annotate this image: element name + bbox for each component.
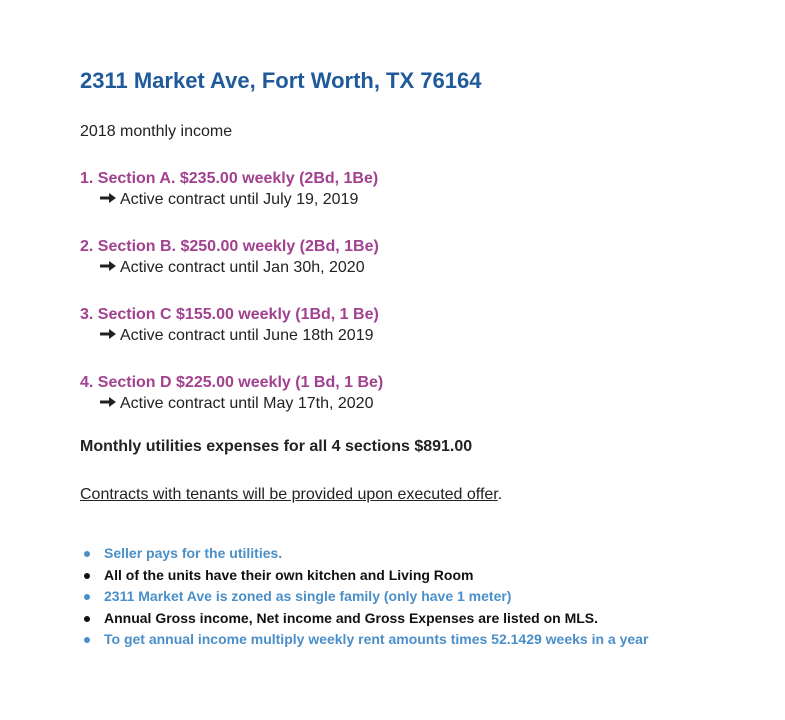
- bullet-dot: [84, 551, 90, 557]
- bullet-list: Seller pays for the utilities. All of the…: [80, 543, 648, 651]
- section-item: 4. Section D $225.00 weekly (1 Bd, 1 Be)…: [80, 373, 383, 441]
- contracts-note: Contracts with tenants will be provided …: [80, 486, 502, 504]
- expenses: Monthly utilities expenses for all 4 sec…: [80, 438, 473, 455]
- arrow-icon: [100, 329, 116, 339]
- section-heading: 4. Section D $225.00 weekly (1 Bd, 1 Be): [80, 374, 384, 391]
- section-heading: 2. Section B. $250.00 weekly (2Bd, 1Be): [80, 238, 379, 255]
- arrow-icon: [100, 193, 116, 203]
- bullet-text: Annual Gross income, Net income and Gros…: [104, 609, 599, 626]
- section-note-text: Active contract until May 17th, 2020: [120, 395, 374, 412]
- section-note: Active contract until May 17th, 2020: [80, 393, 383, 415]
- bullet-dot: [84, 594, 90, 600]
- arrow-shape: [100, 397, 116, 407]
- bullet-text: All of the units have their own kitchen …: [104, 566, 474, 583]
- section-note-text: Active contract until Jan 30h, 2020: [120, 259, 365, 276]
- bullet-dot: [84, 637, 90, 643]
- section-heading: 3. Section C $155.00 weekly (1Bd, 1 Be): [80, 306, 379, 323]
- bullet-text: 2311 Market Ave is zoned as single famil…: [104, 588, 512, 604]
- arrow-shape: [100, 261, 116, 271]
- sections-list: 1. Section A. $235.00 weekly (2Bd, 1Be) A…: [80, 169, 383, 441]
- bullet-item: Seller pays for the utilities.: [80, 543, 648, 565]
- bullet-item: 2311 Market Ave is zoned as single famil…: [80, 586, 648, 608]
- section-note: Active contract until Jan 30h, 2020: [80, 257, 383, 279]
- section-item: 2. Section B. $250.00 weekly (2Bd, 1Be) A…: [80, 237, 383, 305]
- title: 2311 Market Ave, Fort Worth, TX 76164: [80, 68, 482, 93]
- subtitle: 2018 monthly income: [80, 123, 233, 140]
- bullet-item: Annual Gross income, Net income and Gros…: [80, 608, 648, 630]
- bullet-text: To get annual income multiply weekly ren…: [104, 631, 649, 647]
- bullet-item: All of the units have their own kitchen …: [80, 565, 648, 587]
- section-item: 3. Section C $155.00 weekly (1Bd, 1 Be) A…: [80, 305, 383, 373]
- section-note: Active contract until June 18th 2019: [80, 325, 383, 347]
- section-item: 1. Section A. $235.00 weekly (2Bd, 1Be) A…: [80, 169, 383, 237]
- section-note: Active contract until July 19, 2019: [80, 189, 383, 211]
- bullet-dot: [84, 572, 90, 579]
- arrow-shape: [100, 193, 116, 203]
- bullet-text: Seller pays for the utilities.: [104, 545, 283, 561]
- contracts-text: Contracts with tenants will be provided …: [80, 486, 498, 503]
- contracts-end: .: [497, 486, 503, 503]
- bullet-item: To get annual income multiply weekly ren…: [80, 629, 648, 651]
- arrow-shape: [100, 329, 116, 339]
- arrow-icon: [100, 261, 116, 271]
- arrow-icon: [100, 397, 116, 407]
- section-note-text: Active contract until July 19, 2019: [120, 191, 359, 208]
- section-note-text: Active contract until June 18th 2019: [120, 327, 374, 344]
- section-heading: 1. Section A. $235.00 weekly (2Bd, 1Be): [80, 170, 379, 187]
- bullet-dot: [84, 615, 90, 622]
